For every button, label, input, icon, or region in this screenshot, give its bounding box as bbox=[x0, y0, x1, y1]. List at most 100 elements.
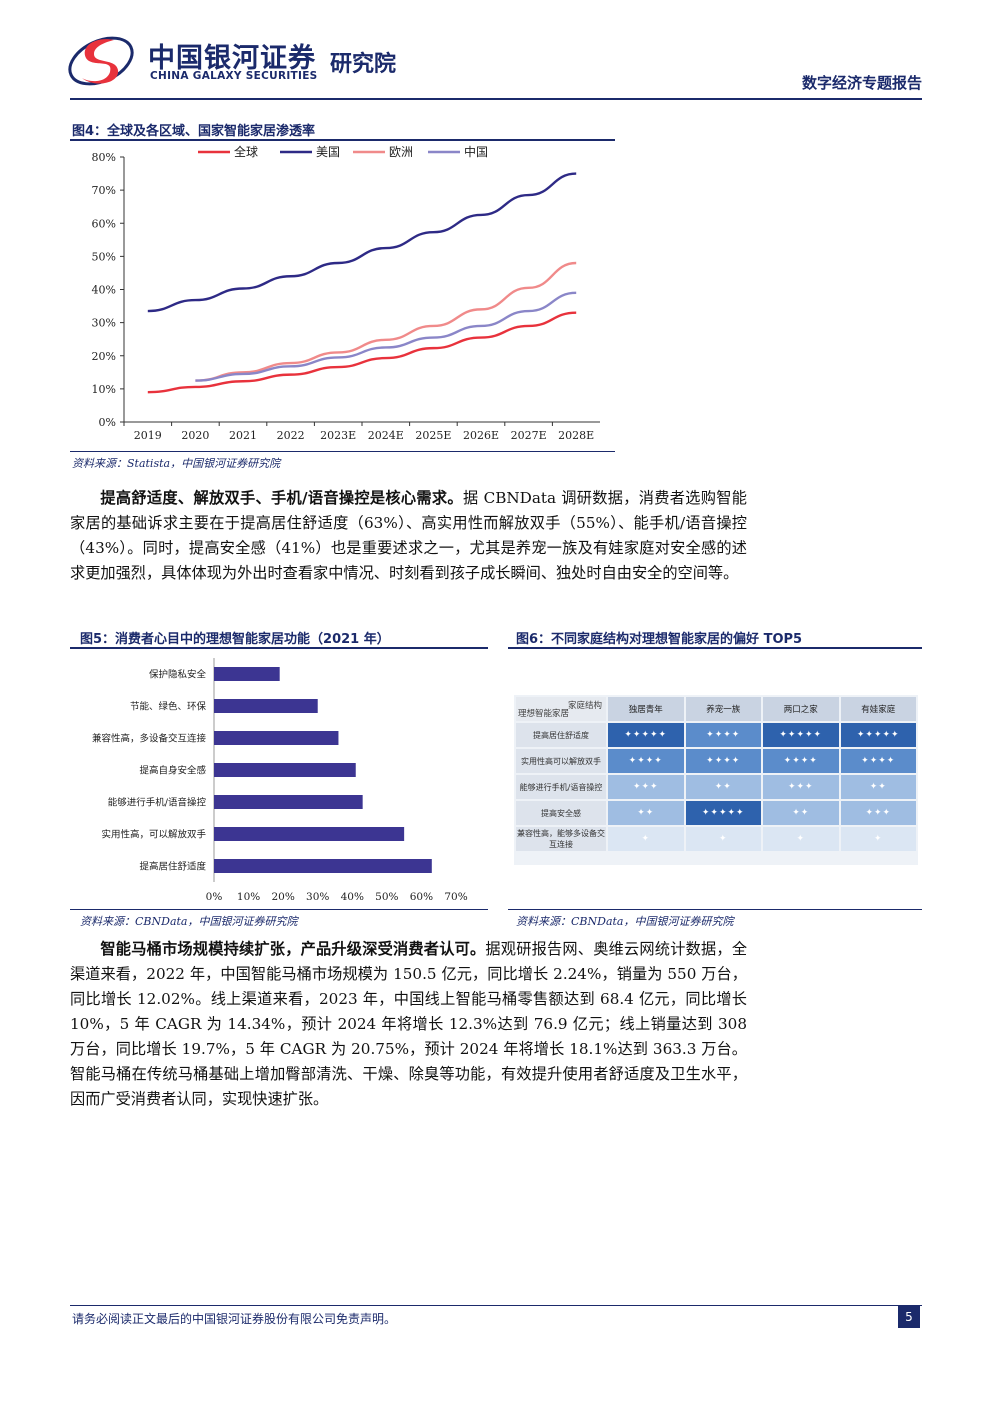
figure-5-title: 图5：消费者心目中的理想智能家居功能（2021 年） bbox=[80, 632, 390, 647]
report-type: 数字经济专题报告 bbox=[801, 74, 922, 92]
bar bbox=[214, 731, 339, 745]
preference-cell: ✦✦✦✦✦ bbox=[763, 723, 839, 747]
column-header: 独居青年 bbox=[608, 697, 684, 721]
figure-4-title: 图4：全球及各区域、国家智能家居渗透率 bbox=[72, 124, 316, 139]
x-tick-label: 40% bbox=[341, 891, 364, 903]
preference-row: 提高居住舒适度 ✦✦✦✦✦ ✦✦✦✦ ✦✦✦✦✦ ✦✦✦✦✦ bbox=[516, 723, 916, 747]
category-label: 提高自身安全感 bbox=[139, 765, 206, 777]
x-tick-label: 10% bbox=[237, 891, 260, 903]
x-tick-label: 2025E bbox=[415, 429, 451, 442]
series-line-欧洲 bbox=[195, 261, 577, 382]
preference-row: 兼容性高，能够多设备交互连接 ✦ ✦ ✦ ✦ bbox=[516, 827, 916, 851]
y-tick-label: 10% bbox=[92, 383, 116, 396]
preference-cell: ✦✦ bbox=[763, 801, 839, 825]
preference-cell: ✦✦✦ bbox=[840, 801, 916, 825]
y-tick-label: 20% bbox=[92, 350, 116, 363]
x-tick-label: 60% bbox=[410, 891, 433, 903]
y-tick-label: 30% bbox=[92, 317, 116, 330]
figure-4-source: 资料来源：Statista，中国银河证券研究院 bbox=[72, 457, 281, 470]
preference-cell: ✦✦✦✦ bbox=[685, 723, 761, 747]
preference-cell: ✦✦✦✦ bbox=[608, 749, 684, 773]
column-header: 养宠一族 bbox=[685, 697, 761, 721]
series-line-美国 bbox=[147, 172, 577, 313]
figure-4-bottom-rule bbox=[70, 451, 615, 452]
galaxy-logo-icon bbox=[68, 36, 134, 86]
preference-cell: ✦✦✦ bbox=[763, 775, 839, 799]
x-tick-label: 0% bbox=[206, 891, 223, 903]
preference-cell: ✦✦✦✦ bbox=[685, 749, 761, 773]
x-tick-label: 2019 bbox=[134, 429, 162, 442]
logo-cn: 中国银河证券 bbox=[148, 43, 316, 74]
preference-row: 提高安全感 ✦✦ ✦✦✦✦✦ ✦✦ ✦✦✦ bbox=[516, 801, 916, 825]
corner-bottom-label: 理想智能家居 bbox=[518, 709, 570, 719]
preference-row-label: 兼容性高，能够多设备交互连接 bbox=[516, 827, 606, 851]
footer-disclaimer: 请务必阅读正文最后的中国银河证券股份有限公司免责声明。 bbox=[72, 1312, 397, 1326]
figure-6-bottom-rule bbox=[508, 909, 922, 910]
figure-6-rule bbox=[508, 647, 922, 649]
preference-cell: ✦✦ bbox=[608, 801, 684, 825]
preference-row-label: 能够进行手机/语音操控 bbox=[516, 775, 606, 799]
preference-row-label: 提高居住舒适度 bbox=[516, 723, 606, 747]
x-tick-label: 70% bbox=[444, 891, 467, 903]
x-tick-label: 2021 bbox=[229, 429, 257, 442]
category-label: 能够进行手机/语音操控 bbox=[108, 797, 207, 809]
preference-cell: ✦ bbox=[685, 827, 761, 851]
y-tick-label: 50% bbox=[92, 250, 116, 263]
bar bbox=[214, 795, 363, 809]
y-tick-label: 0% bbox=[99, 416, 116, 429]
preference-cell: ✦✦✦ bbox=[608, 775, 684, 799]
x-tick-label: 30% bbox=[306, 891, 329, 903]
paragraph-smart-toilet: 智能马桶市场规模持续扩张，产品升级深受消费者认可。据观研报告网、奥维云网统计数据… bbox=[70, 937, 747, 1112]
series-line-中国 bbox=[195, 291, 577, 382]
bar bbox=[214, 763, 356, 777]
category-label: 节能、绿色、环保 bbox=[130, 701, 207, 713]
x-tick-label: 50% bbox=[375, 891, 398, 903]
bar bbox=[214, 827, 405, 841]
preference-row: 能够进行手机/语音操控 ✦✦✦ ✦✦ ✦✦✦ ✦✦ bbox=[516, 775, 916, 799]
x-tick-label: 2024E bbox=[368, 429, 404, 442]
column-header: 两口之家 bbox=[763, 697, 839, 721]
paragraph-demand-body: 据 CBNData 调研数据，消费者选购智能家居的基础诉求主要在于提高居住舒适度… bbox=[70, 489, 747, 582]
figure-5-source: 资料来源：CBNData，中国银河证券研究院 bbox=[80, 915, 298, 928]
figure-5-bottom-rule bbox=[70, 909, 488, 910]
category-label: 提高居住舒适度 bbox=[139, 861, 206, 873]
series-line-全球 bbox=[147, 311, 577, 394]
header-rule bbox=[70, 98, 922, 100]
category-label: 兼容性高，多设备交互连接 bbox=[92, 733, 207, 745]
legend-label: 中国 bbox=[464, 144, 488, 159]
paragraph-smart-toilet-lead: 智能马桶市场规模持续扩张，产品升级深受消费者认可。 bbox=[100, 940, 486, 958]
preference-cell: ✦ bbox=[840, 827, 916, 851]
ideal-function-bar-chart: 保护隐私安全节能、绿色、环保兼容性高，多设备交互连接提高自身安全感能够进行手机/… bbox=[92, 658, 468, 903]
paragraph-demand: 提高舒适度、解放双手、手机/语音操控是核心需求。据 CBNData 调研数据，消… bbox=[70, 486, 747, 586]
figure-5-rule bbox=[70, 647, 488, 649]
figure-6-source: 资料来源：CBNData，中国银河证券研究院 bbox=[516, 915, 734, 928]
page-number: 5 bbox=[898, 1306, 920, 1328]
x-tick-label: 2020 bbox=[181, 429, 209, 442]
logo-en: CHINA GALAXY SECURITIES bbox=[150, 70, 318, 82]
corner-top-label: 家庭结构 bbox=[567, 701, 602, 711]
category-label: 实用性高，可以解放双手 bbox=[101, 829, 206, 841]
preference-cell: ✦✦ bbox=[840, 775, 916, 799]
x-tick-label: 2022 bbox=[277, 429, 305, 442]
preference-cell: ✦✦✦✦✦ bbox=[840, 723, 916, 747]
column-header: 有娃家庭 bbox=[840, 697, 916, 721]
x-tick-label: 2026E bbox=[463, 429, 499, 442]
preference-table: 家庭结构 理想智能家居 独居青年 养宠一族 两口之家 有娃家庭 提高居住舒适度 ✦… bbox=[514, 695, 918, 853]
x-tick-label: 2027E bbox=[511, 429, 547, 442]
bar bbox=[214, 859, 432, 873]
bar bbox=[214, 699, 318, 713]
paragraph-smart-toilet-body: 据观研报告网、奥维云网统计数据，全渠道来看，2022 年，中国智能马桶市场规模为… bbox=[70, 940, 748, 1108]
legend-label: 美国 bbox=[316, 145, 340, 159]
preference-cell: ✦ bbox=[608, 827, 684, 851]
x-tick-label: 20% bbox=[271, 891, 294, 903]
y-tick-label: 40% bbox=[92, 284, 116, 297]
legend-label: 欧洲 bbox=[389, 145, 413, 159]
preference-cell: ✦✦✦✦✦ bbox=[608, 723, 684, 747]
preference-cell: ✦✦✦✦ bbox=[840, 749, 916, 773]
category-label: 保护隐私安全 bbox=[149, 669, 207, 681]
legend-label: 全球 bbox=[234, 144, 258, 159]
preference-row-label: 实用性高可以解放双手 bbox=[516, 749, 606, 773]
preference-cell: ✦✦✦✦✦ bbox=[685, 801, 761, 825]
preference-cell: ✦✦ bbox=[685, 775, 761, 799]
footer-rule bbox=[70, 1305, 922, 1306]
